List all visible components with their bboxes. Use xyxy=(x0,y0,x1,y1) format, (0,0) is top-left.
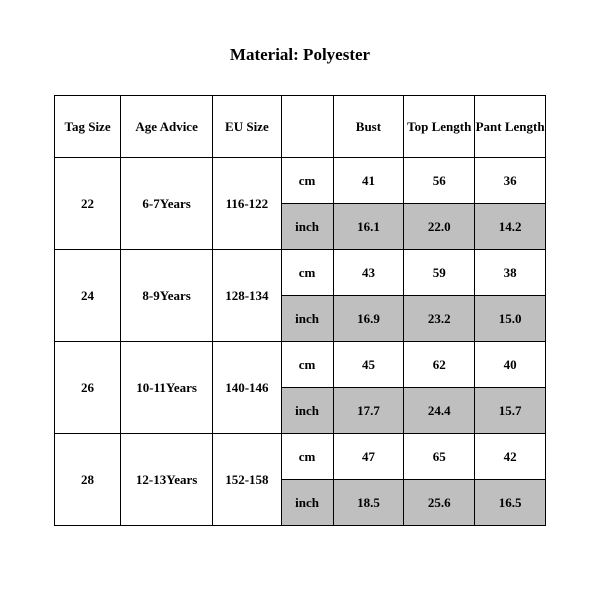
cell-pant-length: 16.5 xyxy=(475,480,546,526)
col-top-length: Top Length xyxy=(404,96,475,158)
cell-unit-inch: inch xyxy=(281,204,333,250)
cell-bust: 43 xyxy=(333,250,404,296)
cell-top-length: 25.6 xyxy=(404,480,475,526)
col-unit xyxy=(281,96,333,158)
cell-pant-length: 15.7 xyxy=(475,388,546,434)
cell-pant-length: 14.2 xyxy=(475,204,546,250)
col-tag-size: Tag Size xyxy=(55,96,121,158)
cell-top-length: 62 xyxy=(404,342,475,388)
cell-age-advice: 12-13Years xyxy=(121,434,213,526)
cell-unit-inch: inch xyxy=(281,480,333,526)
cell-unit-cm: cm xyxy=(281,158,333,204)
page-title: Material: Polyester xyxy=(54,45,546,65)
cell-pant-length: 40 xyxy=(475,342,546,388)
cell-eu-size: 152-158 xyxy=(213,434,281,526)
cell-pant-length: 36 xyxy=(475,158,546,204)
cell-top-length: 56 xyxy=(404,158,475,204)
cell-top-length: 24.4 xyxy=(404,388,475,434)
cell-pant-length: 38 xyxy=(475,250,546,296)
cell-tag-size: 26 xyxy=(55,342,121,434)
cell-unit-cm: cm xyxy=(281,342,333,388)
table-header-row: Tag Size Age Advice EU Size Bust Top Len… xyxy=(55,96,546,158)
cell-pant-length: 15.0 xyxy=(475,296,546,342)
cell-age-advice: 6-7Years xyxy=(121,158,213,250)
cell-eu-size: 128-134 xyxy=(213,250,281,342)
table-row: 28 12-13Years 152-158 cm 47 65 42 xyxy=(55,434,546,480)
cell-eu-size: 140-146 xyxy=(213,342,281,434)
cell-tag-size: 28 xyxy=(55,434,121,526)
table-row: 22 6-7Years 116-122 cm 41 56 36 xyxy=(55,158,546,204)
cell-tag-size: 24 xyxy=(55,250,121,342)
cell-unit-inch: inch xyxy=(281,296,333,342)
cell-pant-length: 42 xyxy=(475,434,546,480)
cell-top-length: 22.0 xyxy=(404,204,475,250)
cell-top-length: 65 xyxy=(404,434,475,480)
cell-age-advice: 10-11Years xyxy=(121,342,213,434)
cell-bust: 18.5 xyxy=(333,480,404,526)
cell-bust: 17.7 xyxy=(333,388,404,434)
cell-top-length: 59 xyxy=(404,250,475,296)
cell-bust: 47 xyxy=(333,434,404,480)
cell-unit-inch: inch xyxy=(281,388,333,434)
table-row: 24 8-9Years 128-134 cm 43 59 38 xyxy=(55,250,546,296)
cell-bust: 41 xyxy=(333,158,404,204)
cell-bust: 45 xyxy=(333,342,404,388)
cell-bust: 16.1 xyxy=(333,204,404,250)
col-eu-size: EU Size xyxy=(213,96,281,158)
cell-top-length: 23.2 xyxy=(404,296,475,342)
col-age-advice: Age Advice xyxy=(121,96,213,158)
col-bust: Bust xyxy=(333,96,404,158)
cell-eu-size: 116-122 xyxy=(213,158,281,250)
cell-unit-cm: cm xyxy=(281,434,333,480)
cell-age-advice: 8-9Years xyxy=(121,250,213,342)
col-pant-length: Pant Length xyxy=(475,96,546,158)
size-chart-page: Material: Polyester Tag Size Age Advice … xyxy=(0,0,600,600)
cell-bust: 16.9 xyxy=(333,296,404,342)
cell-tag-size: 22 xyxy=(55,158,121,250)
cell-unit-cm: cm xyxy=(281,250,333,296)
size-table: Tag Size Age Advice EU Size Bust Top Len… xyxy=(54,95,546,526)
table-row: 26 10-11Years 140-146 cm 45 62 40 xyxy=(55,342,546,388)
